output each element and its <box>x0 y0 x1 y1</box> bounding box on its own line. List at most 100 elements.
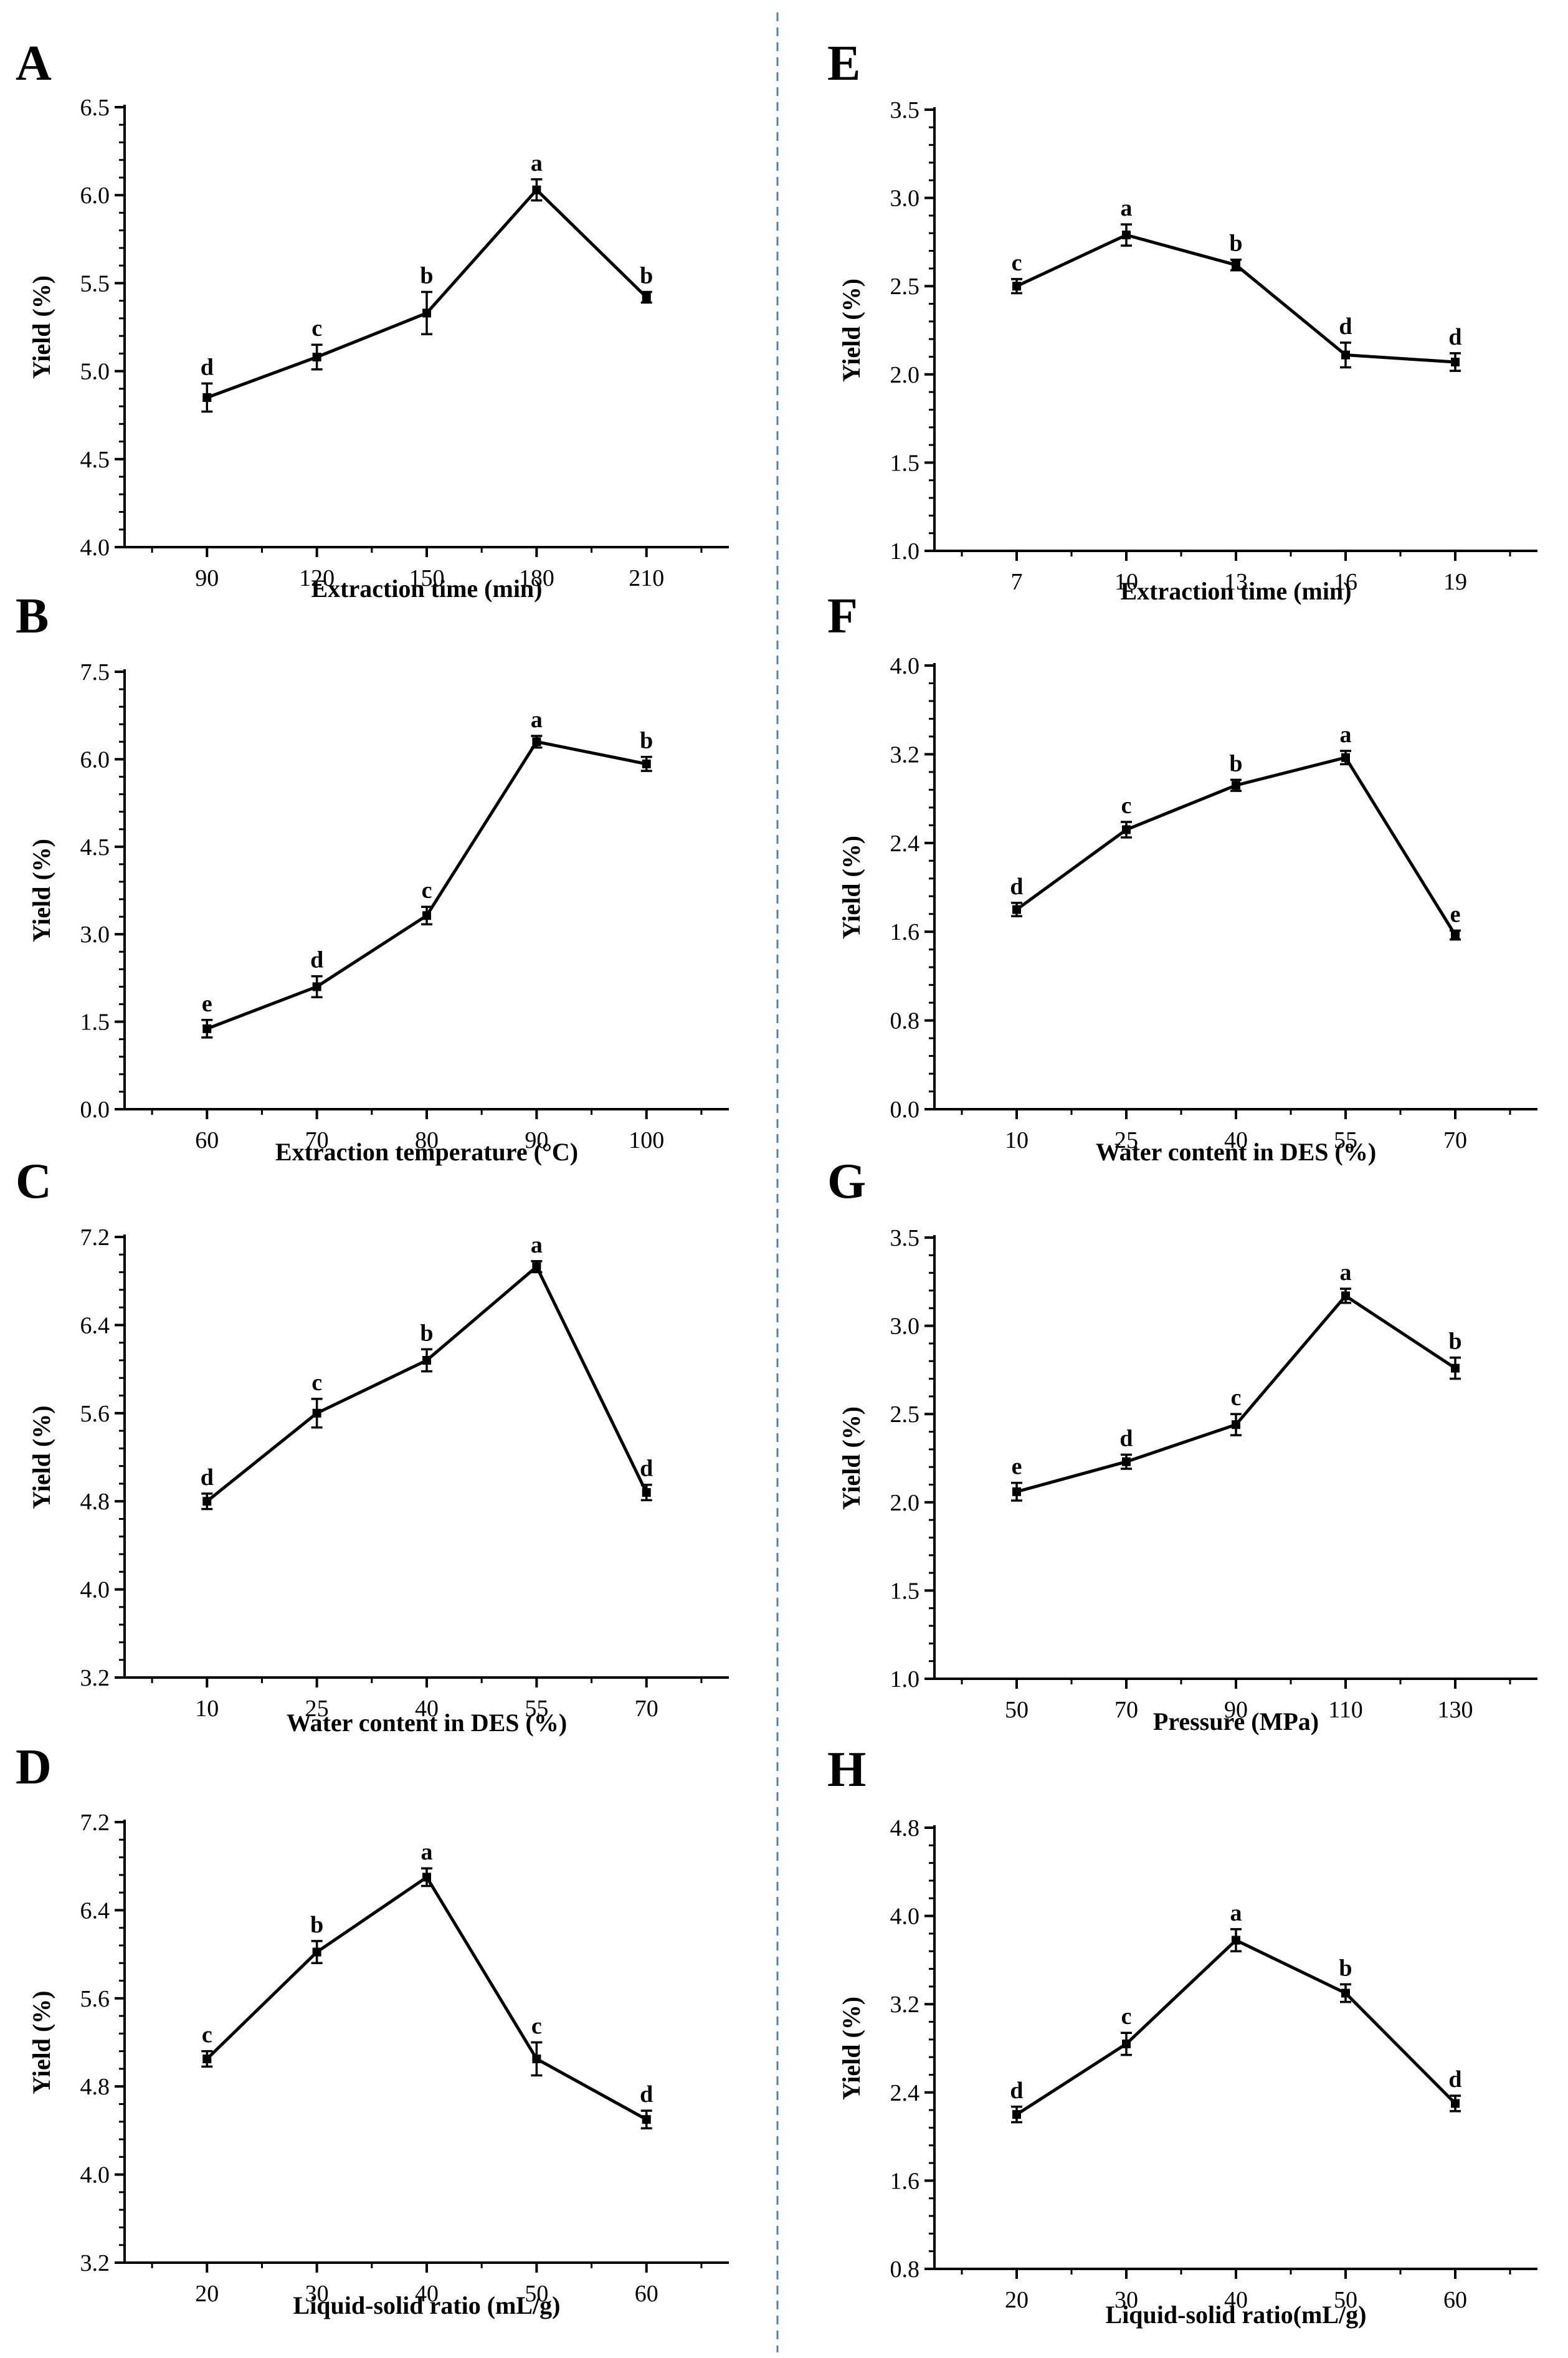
x-tick-label: 50 <box>1334 2287 1357 2313</box>
significance-letter: d <box>1339 313 1352 340</box>
significance-letter: e <box>202 991 212 1017</box>
y-tick-label: 5.6 <box>80 1401 110 1427</box>
y-tick-label: 6.4 <box>80 1897 110 1924</box>
x-tick-label: 20 <box>195 2281 219 2307</box>
chart-panel-a: A 4.0 4.5 5.0 5.5 6.0 6.5 90 120 150 180 210 Extract… <box>16 36 729 603</box>
y-tick-label: 1.5 <box>890 450 920 476</box>
y-tick-label: 6.4 <box>80 1312 110 1339</box>
significance-letter: d <box>640 2081 653 2107</box>
x-tick-label: 70 <box>1443 1127 1467 1153</box>
x-axis-title: Extraction time (min) <box>311 575 542 603</box>
x-tick-label: 10 <box>195 1696 219 1722</box>
x-axis-title: Water content in DES (%) <box>1096 1138 1376 1166</box>
y-tick-label: 2.4 <box>890 2080 920 2106</box>
significance-letter: a <box>531 1232 543 1258</box>
y-tick-label: 0.0 <box>80 1097 110 1123</box>
data-point <box>1012 905 1021 914</box>
significance-letter: d <box>1448 2066 1461 2093</box>
x-tick-label: 50 <box>1005 1697 1029 1723</box>
significance-letter: d <box>640 1456 653 1482</box>
significance-letter: d <box>201 1464 214 1491</box>
x-axis-title: Liquid-solid ratio (mL/g) <box>293 2291 561 2319</box>
x-tick-label: 60 <box>195 1127 219 1153</box>
x-tick-label: 50 <box>525 2281 548 2307</box>
data-point <box>422 1355 431 1365</box>
x-tick-label: 13 <box>1224 569 1248 595</box>
data-point <box>1451 930 1460 940</box>
significance-letter: d <box>1010 874 1023 900</box>
y-tick-label: 6.0 <box>80 183 110 209</box>
x-tick-label: 16 <box>1334 569 1357 595</box>
x-tick-label: 10 <box>1114 569 1138 595</box>
significance-letter: c <box>202 2022 212 2048</box>
significance-letter: a <box>1121 195 1133 221</box>
y-tick-label: 7.5 <box>80 659 110 685</box>
data-point <box>1012 282 1021 291</box>
series-line <box>206 1874 647 2121</box>
x-tick-label: 80 <box>415 1127 439 1153</box>
y-axis-title: Yield (%) <box>837 279 865 382</box>
data-point <box>202 1024 212 1033</box>
significance-letter: b <box>1229 750 1242 776</box>
x-tick-label: 30 <box>1114 2287 1138 2313</box>
x-tick-label: 40 <box>415 1696 439 1722</box>
y-tick-label: 1.6 <box>890 919 920 945</box>
series-line <box>1015 1938 1456 2116</box>
y-tick-label: 3.0 <box>80 922 110 948</box>
y-tick-label: 3.2 <box>890 1992 920 2018</box>
chart-panel-b: B 0.0 1.5 3.0 4.5 6.0 7.5 60 70 80 90 100 Extraction… <box>16 589 729 1166</box>
x-tick-label: 180 <box>519 565 554 591</box>
y-tick-label: 5.5 <box>80 270 110 297</box>
y-tick-label: 1.0 <box>890 1666 920 1692</box>
y-tick-label: 2.5 <box>890 274 920 300</box>
data-point <box>422 911 431 920</box>
data-point <box>642 2115 651 2124</box>
panel-letter: A <box>16 36 52 91</box>
data-point <box>1451 2099 1460 2108</box>
y-tick-label: 7.2 <box>80 1810 110 1836</box>
y-tick-label: 6.0 <box>80 747 110 773</box>
x-tick-label: 110 <box>1328 1697 1363 1723</box>
y-tick-label: 4.5 <box>80 834 110 861</box>
y-tick-label: 2.4 <box>890 831 920 857</box>
significance-letter: d <box>310 947 323 973</box>
panel-letter: D <box>16 1740 52 1795</box>
panel-letter: E <box>827 36 860 91</box>
x-tick-label: 19 <box>1443 569 1467 595</box>
panel-letter: H <box>827 1742 866 1797</box>
y-tick-label: 5.6 <box>80 1986 110 2012</box>
chart-panel-h: H 0.8 1.6 2.4 3.2 4.0 4.8 20 30 40 50 60 Liquid-soli… <box>827 1742 1537 2329</box>
significance-letter: e <box>1450 901 1461 927</box>
y-axis-title: Yield (%) <box>837 1406 865 1510</box>
x-tick-label: 40 <box>1224 2287 1248 2313</box>
data-point <box>1122 231 1131 240</box>
x-tick-label: 25 <box>305 1696 329 1722</box>
significance-letter: b <box>640 263 653 289</box>
x-tick-label: 100 <box>629 1127 664 1153</box>
significance-letter: c <box>1012 250 1022 276</box>
significance-letter: d <box>201 354 214 380</box>
significance-letter: e <box>1012 1454 1022 1480</box>
x-tick-label: 90 <box>525 1127 548 1153</box>
data-point <box>1122 1457 1131 1466</box>
x-tick-label: 150 <box>409 565 445 591</box>
x-tick-label: 40 <box>1224 1127 1248 1153</box>
data-point <box>1122 2039 1131 2048</box>
data-point <box>1451 357 1460 366</box>
y-tick-label: 2.0 <box>890 362 920 388</box>
data-point <box>1012 1487 1021 1496</box>
significance-letter: b <box>420 263 433 289</box>
x-axis-title: Pressure (MPa) <box>1153 1707 1319 1735</box>
significance-letter: c <box>1121 793 1132 819</box>
data-point <box>422 1873 431 1882</box>
y-tick-label: 3.2 <box>890 742 920 768</box>
significance-letter: b <box>640 728 653 754</box>
data-point <box>642 292 651 302</box>
significance-letter: c <box>311 1370 322 1396</box>
data-point <box>422 308 431 318</box>
panel-letter: G <box>827 1154 866 1209</box>
y-tick-label: 2.0 <box>890 1490 920 1516</box>
data-point <box>532 185 541 194</box>
y-tick-label: 4.8 <box>80 2074 110 2100</box>
